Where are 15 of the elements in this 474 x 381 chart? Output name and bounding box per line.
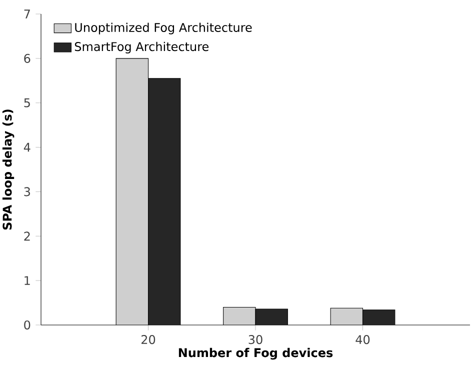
y-axis-title: SPA loop delay (s) [2, 110, 14, 230]
legend-label: SmartFog Architecture [74, 42, 209, 54]
y-tick-label: 4 [24, 142, 30, 152]
y-tick-label: 3 [24, 187, 30, 196]
y-tick-label: 1 [24, 276, 30, 285]
y-tick-label: 5 [24, 98, 30, 108]
y-tick-label: 6 [24, 54, 30, 63]
x-tick-label: 30 [248, 335, 262, 344]
x-tick-label: 20 [141, 335, 156, 344]
y-tick-label: 7 [24, 10, 30, 18]
y-tick-label: 2 [24, 232, 30, 241]
x-axis-title: Number of Fog devices [178, 348, 333, 360]
y-tick-label: 0 [24, 320, 30, 330]
legend-label: Unoptimized Fog Architecture [75, 22, 252, 34]
x-tick-label: 40 [356, 335, 370, 344]
